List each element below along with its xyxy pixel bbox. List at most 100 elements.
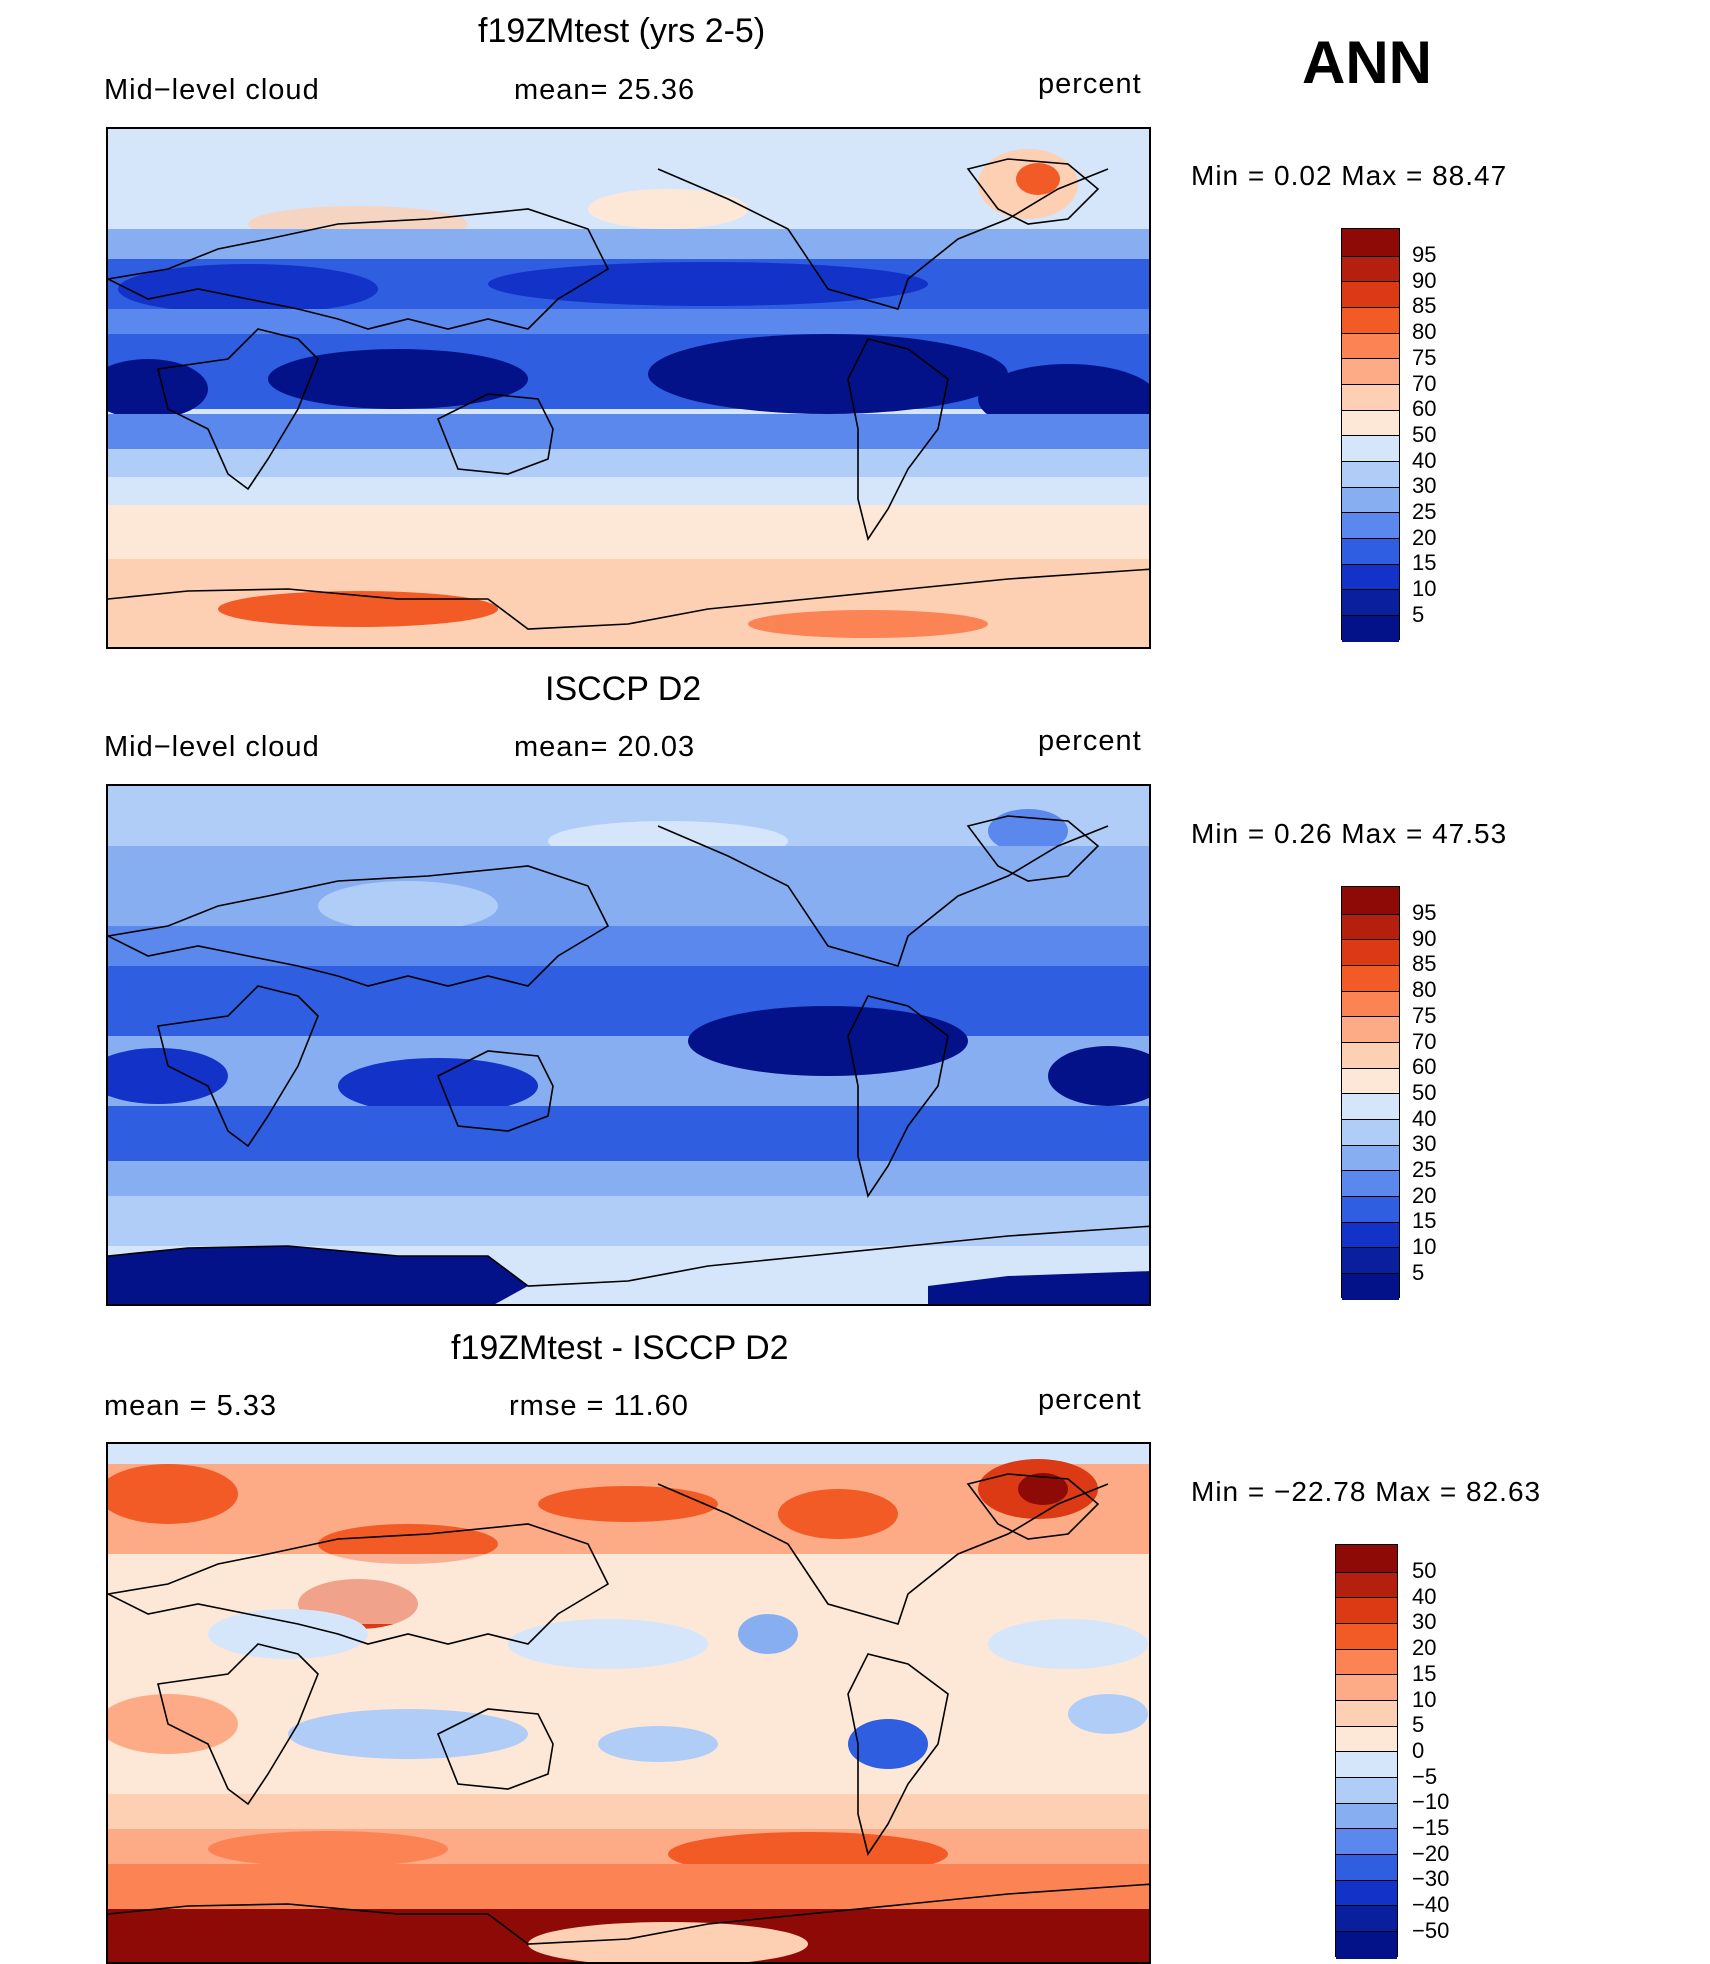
- colorbar-swatch: [1336, 1855, 1397, 1881]
- colorbar-swatch: [1336, 1649, 1397, 1676]
- colorbar-swatch: [1342, 1017, 1399, 1043]
- colorbar-swatch: [1342, 616, 1399, 643]
- colorbar-swatch: [1342, 282, 1399, 308]
- colorbar-ticks-diff: 50 40 30 20 15 10 5 0 −5 −10 −15 −20 −30…: [1412, 1558, 1449, 1944]
- colorbar-ticks-model: 95 90 85 80 75 70 60 50 40 30 25 20 15 1…: [1412, 242, 1436, 628]
- map-panel-model: [106, 127, 1151, 649]
- colorbar-tick: 40: [1412, 1105, 1437, 1131]
- colorbar-tick: 5: [1412, 1259, 1425, 1285]
- colorbar-swatch: [1336, 1623, 1397, 1650]
- colorbar-tick: 80: [1412, 977, 1437, 1003]
- colorbar-tick: −5: [1412, 1763, 1438, 1789]
- colorbar-tick: 10: [1412, 576, 1437, 602]
- colorbar-swatch: [1336, 1726, 1397, 1753]
- colorbar-swatch: [1342, 940, 1399, 966]
- colorbar-tick: 25: [1412, 499, 1437, 525]
- colorbar-swatch: [1342, 384, 1399, 411]
- colorbar-tick: 85: [1412, 951, 1437, 977]
- colorbar-tick: 30: [1412, 1609, 1437, 1635]
- colorbar-tick: 30: [1412, 473, 1437, 499]
- colorbar-swatch: [1342, 539, 1399, 565]
- colorbar-tick: −10: [1412, 1789, 1450, 1815]
- colorbar-ticks-obs: 95 90 85 80 75 70 60 50 40 30 25 20 15 1…: [1412, 900, 1436, 1286]
- colorbar-tick: 50: [1412, 421, 1437, 447]
- colorbar-tick: −50: [1412, 1917, 1450, 1943]
- colorbar-tick: 15: [1412, 1208, 1437, 1234]
- colorbar-swatch: [1342, 1042, 1399, 1069]
- colorbar-swatch: [1336, 1932, 1397, 1960]
- panel-mean-label-diff: mean = 5.33: [104, 1390, 278, 1422]
- colorbar-tick: 15: [1412, 550, 1437, 576]
- colorbar-swatch: [1342, 1094, 1399, 1120]
- colorbar-swatch: [1342, 307, 1399, 334]
- colorbar-swatch: [1342, 1068, 1399, 1095]
- colorbar-tick: 20: [1412, 524, 1437, 550]
- colorbar-swatch: [1342, 487, 1399, 514]
- colorbar-tick: 60: [1412, 396, 1437, 422]
- colorbar-swatch: [1342, 887, 1399, 915]
- panel-title-obs: ISCCP D2: [545, 670, 702, 708]
- panel-title-model: f19ZMtest (yrs 2-5): [478, 12, 766, 50]
- colorbar-tick: 90: [1412, 267, 1437, 293]
- colorbar-swatch: [1336, 1572, 1397, 1599]
- colorbar-swatch: [1342, 359, 1399, 385]
- colorbar-swatch: [1336, 1803, 1397, 1830]
- minmax-label-obs: Min = 0.26 Max = 47.53: [1191, 818, 1508, 849]
- colorbar-swatch: [1342, 513, 1399, 540]
- colorbar-tick: −30: [1412, 1866, 1450, 1892]
- colorbar-swatch: [1336, 1545, 1397, 1573]
- colorbar-tick: 40: [1412, 1583, 1437, 1609]
- colorbar-swatch: [1336, 1829, 1397, 1856]
- panel-units-diff: percent: [1038, 1384, 1142, 1416]
- colorbar-model: [1341, 228, 1400, 643]
- colorbar-swatch: [1342, 965, 1399, 992]
- colorbar-swatch: [1342, 410, 1399, 437]
- colorbar-swatch: [1336, 1700, 1397, 1727]
- minmax-label-model: Min = 0.02 Max = 88.47: [1191, 160, 1508, 191]
- colorbar-swatch: [1342, 1248, 1399, 1275]
- colorbar-tick: 95: [1412, 900, 1437, 925]
- colorbar-tick: 5: [1412, 601, 1425, 627]
- colorbar-tick: 75: [1412, 344, 1437, 370]
- colorbar-tick: −40: [1412, 1892, 1450, 1918]
- colorbar-tick: 75: [1412, 1002, 1437, 1028]
- colorbar-swatch: [1342, 1274, 1399, 1301]
- colorbar-swatch: [1342, 1222, 1399, 1249]
- colorbar-tick: 5: [1412, 1712, 1425, 1738]
- colorbar-tick: 95: [1412, 242, 1437, 267]
- colorbar-tick: −20: [1412, 1840, 1450, 1866]
- colorbar-tick: −15: [1412, 1815, 1450, 1841]
- colorbar-swatch: [1342, 436, 1399, 462]
- minmax-label-diff: Min = −22.78 Max = 82.63: [1191, 1476, 1542, 1507]
- colorbar-tick: 20: [1412, 1182, 1437, 1208]
- colorbar-swatch: [1342, 914, 1399, 941]
- colorbar-swatch: [1342, 333, 1399, 360]
- colorbar-swatch: [1342, 991, 1399, 1018]
- panel-units-obs: percent: [1038, 725, 1142, 757]
- colorbar-tick: 0: [1412, 1737, 1425, 1763]
- colorbar-swatch: [1342, 1145, 1399, 1172]
- colorbar-diff: [1335, 1544, 1398, 1960]
- colorbar-tick: 60: [1412, 1054, 1437, 1080]
- panel-mean-label-obs: mean= 20.03: [514, 731, 696, 763]
- panel-mean-label-model: mean= 25.36: [514, 74, 696, 106]
- colorbar-tick: 10: [1412, 1686, 1437, 1712]
- panel-title-diff: f19ZMtest - ISCCP D2: [451, 1329, 789, 1367]
- colorbar-tick: 70: [1412, 1028, 1437, 1054]
- colorbar-swatch: [1342, 1171, 1399, 1198]
- colorbar-swatch: [1342, 1197, 1399, 1223]
- panel-variable-label-model: Mid−level cloud: [104, 74, 320, 106]
- colorbar-tick: 90: [1412, 925, 1437, 951]
- colorbar-swatch: [1336, 1598, 1397, 1624]
- colorbar-tick: 25: [1412, 1157, 1437, 1183]
- colorbar-obs: [1341, 886, 1400, 1301]
- colorbar-tick: 20: [1412, 1635, 1437, 1661]
- colorbar-tick: 40: [1412, 447, 1437, 473]
- season-label: ANN: [1302, 29, 1432, 96]
- colorbar-tick: 85: [1412, 293, 1437, 319]
- colorbar-tick: 50: [1412, 1079, 1437, 1105]
- colorbar-swatch: [1342, 590, 1399, 617]
- colorbar-swatch: [1342, 564, 1399, 591]
- colorbar-swatch: [1342, 1120, 1399, 1146]
- colorbar-swatch: [1336, 1906, 1397, 1933]
